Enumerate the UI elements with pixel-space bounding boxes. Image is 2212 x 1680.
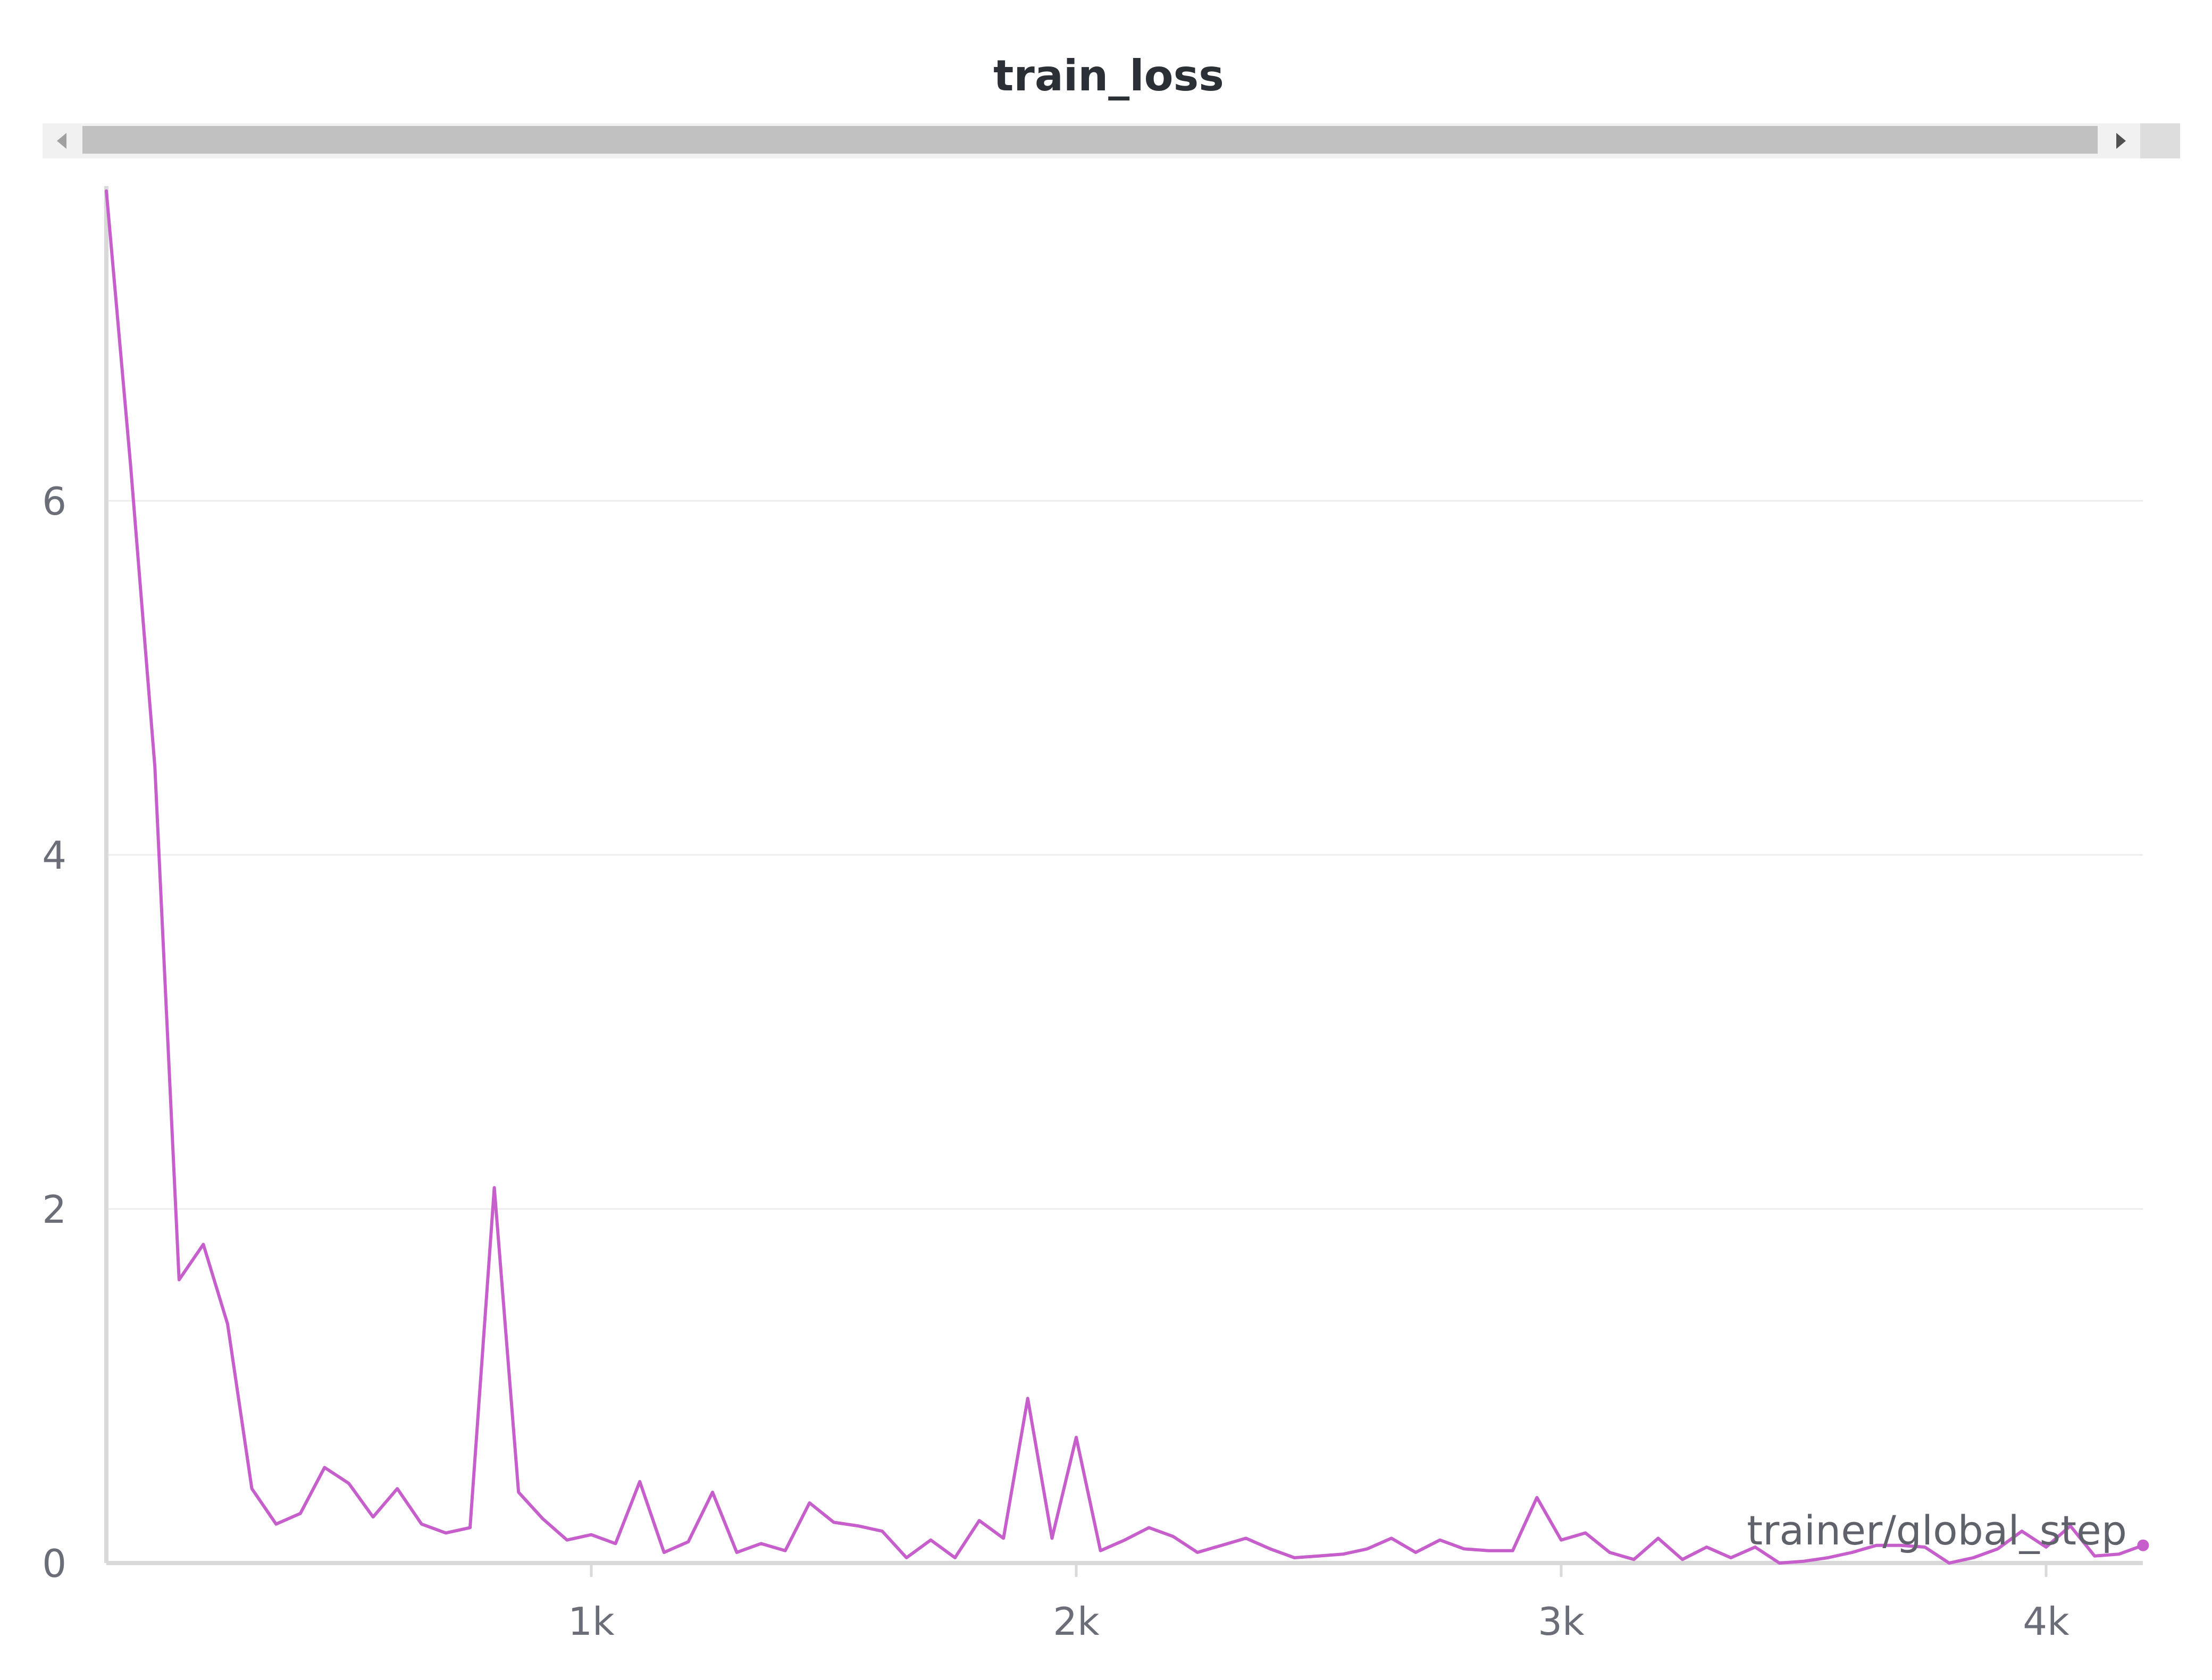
scroll-left-arrow-icon xyxy=(57,133,66,149)
x-tick-label: 4k xyxy=(2023,1599,2069,1644)
y-tick-label: 2 xyxy=(42,1187,66,1232)
train-loss-series-line xyxy=(105,189,2145,1565)
scrollbar-thumb[interactable] xyxy=(82,126,2098,154)
y-tick-label: 6 xyxy=(42,479,66,524)
x-tick-label: 2k xyxy=(1053,1599,1100,1644)
x-axis-label: trainer/global_step xyxy=(1747,1507,2127,1554)
horizontal-scrollbar[interactable] xyxy=(43,123,2180,158)
chart-title: train_loss xyxy=(993,51,1224,100)
x-tick-label: 3k xyxy=(1538,1599,1585,1644)
tick-labels: 0 2 4 6 1k 2k 3k 4k xyxy=(42,479,2069,1644)
axes xyxy=(104,186,2143,1577)
y-tick-label: 4 xyxy=(42,833,66,878)
y-tick-label: 0 xyxy=(42,1541,66,1586)
series-end-point xyxy=(2137,1539,2149,1551)
scroll-right-arrow-icon xyxy=(2116,133,2126,149)
scrollbar-corner xyxy=(2140,123,2180,158)
gridlines xyxy=(106,500,2143,1210)
x-tick-label: 1k xyxy=(568,1599,615,1644)
series-layer xyxy=(105,189,2149,1565)
